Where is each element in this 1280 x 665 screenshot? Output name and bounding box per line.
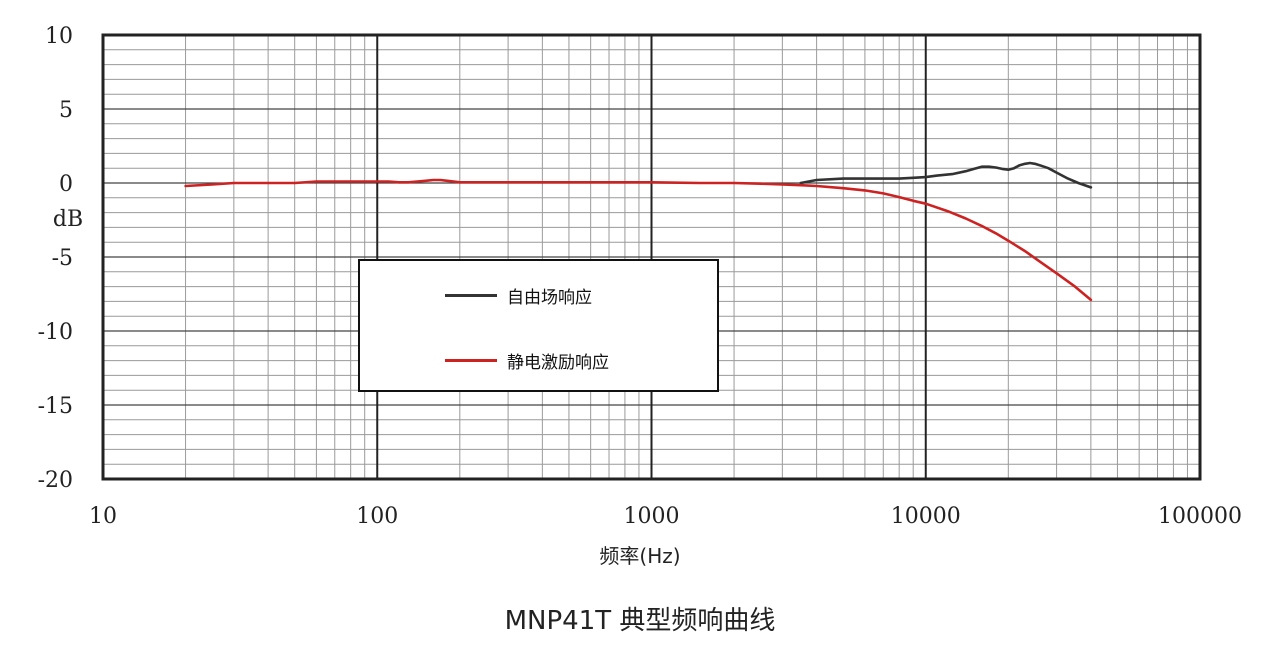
legend: 自由场响应 静电激励响应: [358, 259, 719, 392]
legend-label-electrostatic: 静电激励响应: [507, 352, 609, 373]
y-tick-labels: 10 5 0 -5 -10 -15 -20: [38, 24, 73, 493]
chart-caption: MNP41T 典型频响曲线: [504, 606, 776, 636]
y-tick-label: -20: [38, 468, 73, 493]
legend-swatch-electrostatic: [445, 358, 497, 362]
series-line-electrostatic: [184, 178, 1093, 302]
plot-frame: [101, 33, 1202, 481]
x-tick-label: 1000: [624, 504, 680, 529]
y-tick-label: -15: [38, 394, 73, 419]
series-layer: [184, 161, 1093, 302]
legend-item-free-field: 自由场响应: [445, 283, 592, 308]
x-tick-label: 100000: [1158, 504, 1242, 529]
legend-item-electrostatic: 静电激励响应: [445, 348, 609, 373]
x-tick-label: 10: [89, 504, 117, 529]
y-tick-label: 5: [59, 98, 73, 123]
y-tick-label: 10: [45, 24, 73, 49]
x-tick-labels: 10 100 1000 10000 100000: [89, 504, 1242, 529]
y-tick-label: 0: [59, 172, 73, 197]
y-tick-label: -10: [38, 320, 73, 345]
x-tick-label: 10000: [891, 504, 961, 529]
legend-label-free-field: 自由场响应: [507, 287, 592, 308]
x-tick-label: 100: [356, 504, 398, 529]
y-axis-label: dB: [53, 207, 83, 232]
legend-swatch-free-field: [445, 293, 497, 297]
x-axis-label: 频率(Hz): [599, 544, 681, 568]
series-line-free-field: [799, 161, 1093, 189]
y-tick-label: -5: [52, 246, 73, 271]
